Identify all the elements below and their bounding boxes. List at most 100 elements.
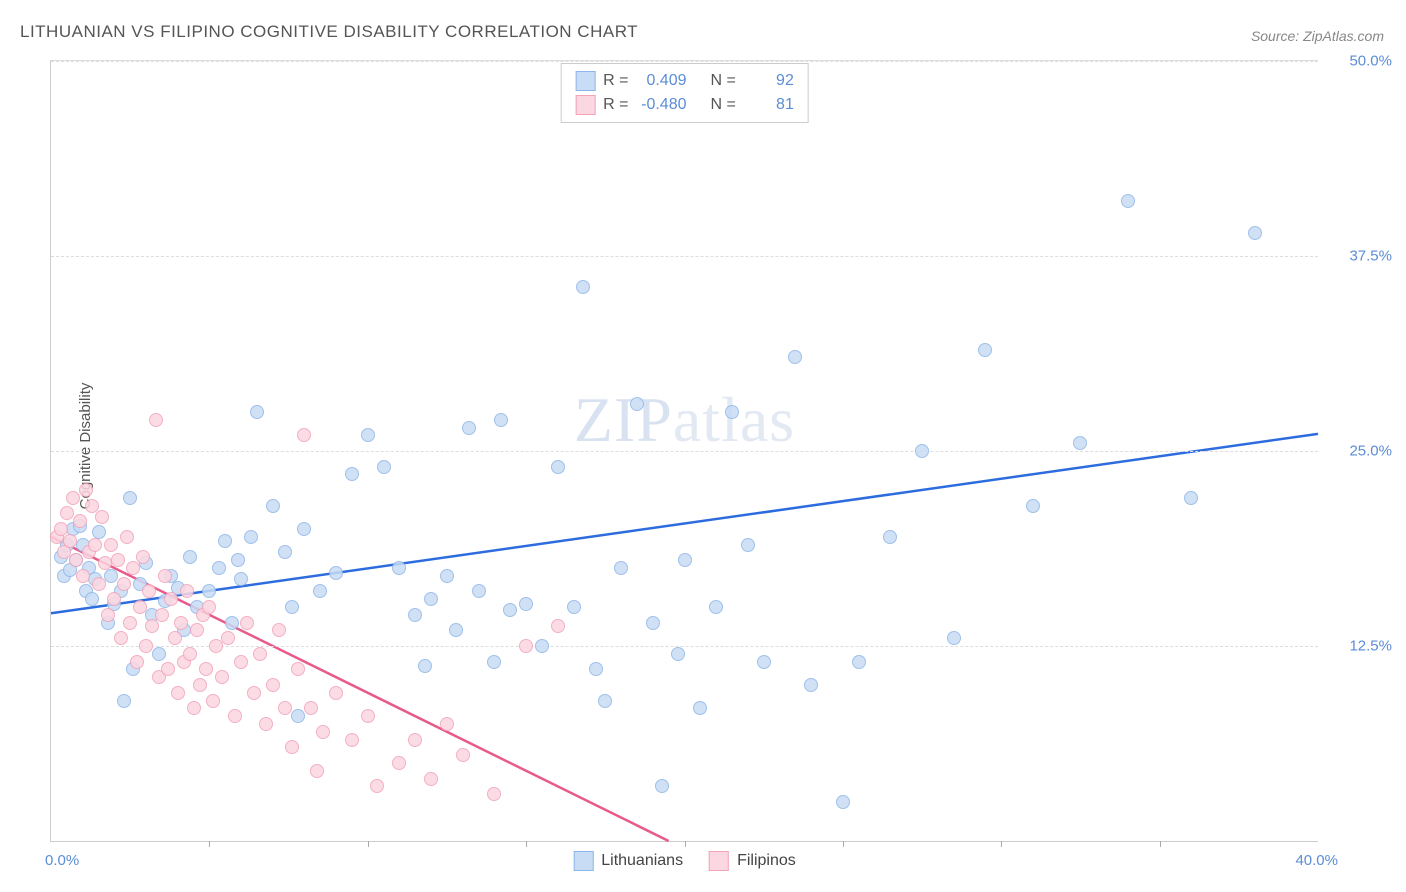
scatter-point	[63, 534, 77, 548]
scatter-point	[551, 619, 565, 633]
scatter-point	[123, 491, 137, 505]
scatter-point	[316, 725, 330, 739]
scatter-point	[456, 748, 470, 762]
scatter-point	[183, 550, 197, 564]
legend-swatch	[575, 71, 595, 91]
scatter-point	[104, 569, 118, 583]
x-tick	[843, 841, 844, 847]
scatter-point	[1121, 194, 1135, 208]
x-tick	[526, 841, 527, 847]
scatter-point	[345, 733, 359, 747]
scatter-point	[187, 701, 201, 715]
scatter-point	[757, 655, 771, 669]
stat-N-label: N =	[711, 93, 736, 117]
scatter-point	[630, 397, 644, 411]
stats-row: R =0.409N =92	[575, 69, 794, 93]
scatter-point	[54, 522, 68, 536]
scatter-point	[139, 639, 153, 653]
scatter-point	[278, 701, 292, 715]
scatter-point	[117, 577, 131, 591]
legend-label: Filipinos	[737, 852, 796, 870]
scatter-point	[329, 686, 343, 700]
scatter-point	[297, 522, 311, 536]
plot-area: ZIPatlas R =0.409N =92R =-0.480N =81 Lit…	[50, 60, 1318, 842]
scatter-point	[190, 623, 204, 637]
scatter-point	[472, 584, 486, 598]
y-tick-label: 37.5%	[1349, 248, 1392, 265]
scatter-point	[234, 572, 248, 586]
scatter-point	[117, 694, 131, 708]
scatter-point	[247, 686, 261, 700]
scatter-point	[101, 608, 115, 622]
scatter-point	[69, 553, 83, 567]
scatter-point	[225, 616, 239, 630]
scatter-point	[741, 538, 755, 552]
scatter-point	[709, 600, 723, 614]
scatter-point	[361, 709, 375, 723]
scatter-point	[725, 405, 739, 419]
scatter-point	[174, 616, 188, 630]
stats-legend-box: R =0.409N =92R =-0.480N =81	[560, 63, 809, 123]
scatter-point	[551, 460, 565, 474]
scatter-point	[104, 538, 118, 552]
scatter-point	[244, 530, 258, 544]
scatter-point	[852, 655, 866, 669]
gridline-horizontal	[51, 646, 1318, 647]
scatter-point	[291, 709, 305, 723]
scatter-point	[155, 608, 169, 622]
scatter-point	[487, 655, 501, 669]
scatter-point	[503, 603, 517, 617]
scatter-point	[193, 678, 207, 692]
watermark: ZIPatlas	[574, 383, 795, 457]
legend-label: Lithuanians	[601, 852, 683, 870]
chart-title: LITHUANIAN VS FILIPINO COGNITIVE DISABIL…	[20, 22, 638, 42]
scatter-point	[133, 600, 147, 614]
x-tick	[1160, 841, 1161, 847]
scatter-point	[788, 350, 802, 364]
scatter-point	[1184, 491, 1198, 505]
y-tick-label: 12.5%	[1349, 638, 1392, 655]
scatter-point	[272, 623, 286, 637]
scatter-point	[440, 569, 454, 583]
scatter-point	[440, 717, 454, 731]
scatter-point	[392, 561, 406, 575]
legend-swatch	[573, 851, 593, 871]
scatter-point	[836, 795, 850, 809]
scatter-point	[1073, 436, 1087, 450]
scatter-point	[361, 428, 375, 442]
scatter-point	[79, 483, 93, 497]
scatter-point	[130, 655, 144, 669]
scatter-point	[206, 694, 220, 708]
scatter-point	[804, 678, 818, 692]
scatter-point	[693, 701, 707, 715]
scatter-point	[218, 534, 232, 548]
scatter-point	[313, 584, 327, 598]
scatter-point	[291, 662, 305, 676]
scatter-point	[408, 608, 422, 622]
scatter-point	[209, 639, 223, 653]
scatter-point	[678, 553, 692, 567]
scatter-point	[329, 566, 343, 580]
stat-R-value: -0.480	[637, 93, 687, 117]
scatter-point	[76, 569, 90, 583]
scatter-point	[171, 686, 185, 700]
legend-item: Filipinos	[709, 851, 796, 871]
scatter-point	[462, 421, 476, 435]
scatter-point	[168, 631, 182, 645]
scatter-point	[589, 662, 603, 676]
scatter-point	[377, 460, 391, 474]
scatter-point	[73, 514, 87, 528]
scatter-point	[202, 584, 216, 598]
scatter-point	[915, 444, 929, 458]
scatter-point	[576, 280, 590, 294]
scatter-point	[66, 491, 80, 505]
scatter-point	[231, 553, 245, 567]
scatter-point	[228, 709, 242, 723]
scatter-point	[240, 616, 254, 630]
scatter-point	[392, 756, 406, 770]
source-attribution: Source: ZipAtlas.com	[1251, 28, 1384, 44]
stat-R-value: 0.409	[637, 69, 687, 93]
stat-N-value: 92	[744, 69, 794, 93]
scatter-point	[142, 584, 156, 598]
scatter-point	[266, 499, 280, 513]
